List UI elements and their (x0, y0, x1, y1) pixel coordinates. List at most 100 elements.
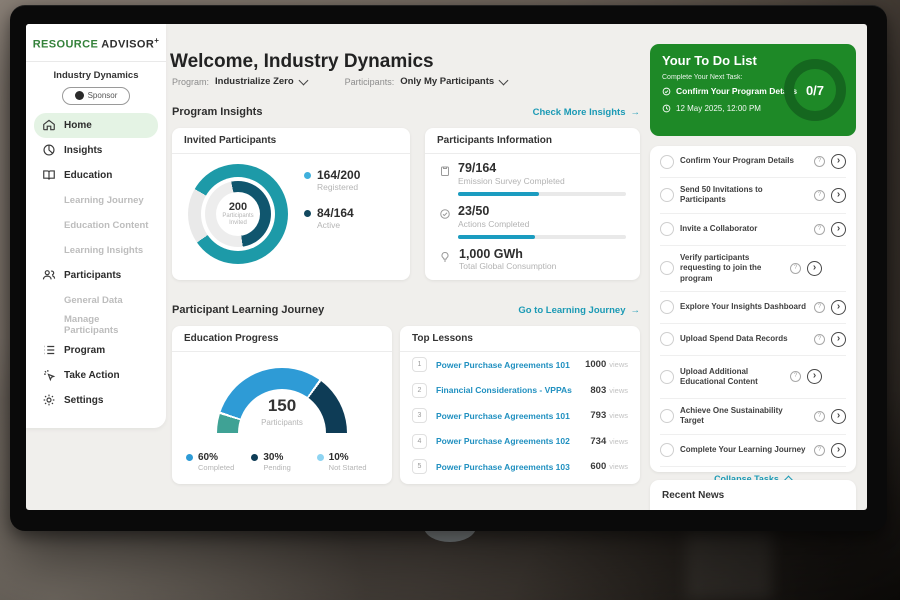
task-checkbox[interactable] (660, 188, 674, 202)
info-icon[interactable]: ? (814, 224, 825, 235)
logo-secondary: ADVISOR (101, 39, 154, 51)
task-chevron-button[interactable]: › (831, 409, 846, 424)
task-row[interactable]: Send 50 Invitations to Participants ? › (660, 178, 846, 214)
lesson-link[interactable]: Power Purchase Agreements 103 (436, 462, 590, 472)
legend-dot (304, 210, 311, 217)
progress-bar (458, 192, 626, 196)
legend-item-pending: 30% Pending (251, 452, 316, 472)
participants-filter[interactable]: Participants: Only My Participants (345, 76, 508, 87)
lesson-link[interactable]: Power Purchase Agreements 102 (436, 436, 590, 446)
lesson-row: 5 Power Purchase Agreements 103 600 view… (400, 454, 640, 480)
lesson-link[interactable]: Power Purchase Agreements 101 (436, 360, 585, 370)
info-icon[interactable]: ? (814, 156, 825, 167)
sidebar-item-manage-participants[interactable]: Manage Participants (34, 313, 158, 338)
sidebar-item-label: Take Action (64, 370, 120, 381)
sidebar-item-learning-journey[interactable]: Learning Journey (34, 188, 158, 213)
lesson-row: 1 Power Purchase Agreements 101 1000 vie… (400, 352, 640, 378)
info-icon[interactable]: ? (814, 302, 825, 313)
donut-center-value: 200 (229, 201, 247, 213)
check-more-insights-link[interactable]: Check More Insights → (533, 107, 640, 118)
info-icon[interactable]: ? (814, 411, 825, 422)
program-insights-header: Program Insights Check More Insights → (172, 106, 640, 118)
task-chevron-button[interactable]: › (831, 443, 846, 458)
participants-filter-label: Participants: (345, 77, 395, 87)
take-action-icon (42, 368, 56, 382)
legend-dot (186, 454, 193, 461)
task-chevron-button[interactable]: › (831, 332, 846, 347)
survey-clipboard-icon (439, 162, 458, 196)
task-row[interactable]: Confirm Your Program Details ? › (660, 146, 846, 178)
legend-item-registered: 164/200 Registered (304, 168, 360, 192)
task-chevron-button[interactable]: › (807, 369, 822, 384)
info-icon[interactable]: ? (814, 190, 825, 201)
sponsor-icon (75, 91, 84, 100)
sidebar-item-education[interactable]: Education (34, 163, 158, 188)
sidebar-item-settings[interactable]: Settings (34, 388, 158, 413)
todo-title: Your To Do List (662, 53, 757, 68)
logo-primary: RESOURCE (33, 39, 99, 51)
education-progress-card: Education Progress 150 Participants 60% … (172, 326, 392, 484)
lesson-rank: 4 (412, 434, 427, 449)
task-chevron-button[interactable]: › (831, 300, 846, 315)
clock-icon (662, 104, 671, 113)
sidebar-item-program[interactable]: Program (34, 338, 158, 363)
task-chevron-button[interactable]: › (807, 261, 822, 276)
task-row[interactable]: Explore Your Insights Dashboard ? › (660, 292, 846, 324)
sidebar-item-learning-insights[interactable]: Learning Insights (34, 238, 158, 263)
card-title: Education Progress (172, 326, 392, 352)
todo-progress-ring: 0/7 (784, 59, 846, 121)
task-checkbox[interactable] (660, 370, 674, 384)
sidebar-item-label: Learning Insights (64, 245, 143, 256)
info-icon[interactable]: ? (814, 445, 825, 456)
sidebar-item-take-action[interactable]: Take Action (34, 363, 158, 388)
task-row[interactable]: Complete Your Learning Journey ? › (660, 435, 846, 467)
task-chevron-button[interactable]: › (831, 222, 846, 237)
sidebar-item-label: Settings (64, 395, 103, 406)
sidebar-divider (26, 61, 166, 62)
donut-center-label: Participants Invited (220, 213, 256, 228)
task-checkbox[interactable] (660, 332, 674, 346)
sidebar-item-label: Education Content (64, 220, 148, 231)
info-icon[interactable]: ? (814, 334, 825, 345)
logo-plus: + (154, 36, 159, 45)
sidebar-item-education-content[interactable]: Education Content (34, 213, 158, 238)
go-to-learning-journey-link[interactable]: Go to Learning Journey → (518, 305, 640, 316)
gauge-center-value: 150 (217, 396, 347, 416)
monitor-bezel: RESOURCE ADVISOR+ Industry Dynamics Spon… (10, 5, 887, 531)
task-checkbox[interactable] (660, 222, 674, 236)
section-title: Program Insights (172, 106, 262, 118)
lesson-link[interactable]: Power Purchase Agreements 101 (436, 411, 590, 421)
sidebar-item-insights[interactable]: Insights (34, 138, 158, 163)
progress-bar (458, 235, 626, 239)
sidebar-item-label: Manage Participants (64, 314, 150, 336)
task-row[interactable]: Achieve One Sustainability Target ? › (660, 399, 846, 435)
insights-icon (42, 143, 56, 157)
task-checkbox[interactable] (660, 443, 674, 457)
sidebar-item-label: General Data (64, 295, 123, 306)
sidebar-item-home[interactable]: Home (34, 113, 158, 138)
program-filter[interactable]: Program: Industrialize Zero (172, 76, 307, 87)
task-row[interactable]: Invite a Collaborator ? › (660, 214, 846, 246)
info-icon[interactable]: ? (790, 263, 801, 274)
task-row[interactable]: Verify participants requesting to join t… (660, 246, 846, 292)
task-checkbox[interactable] (660, 155, 674, 169)
check-circle-icon (662, 87, 671, 96)
lesson-link[interactable]: Financial Considerations - VPPAs (436, 385, 590, 395)
sidebar-item-label: Education (64, 170, 112, 181)
todo-counter: 0/7 (806, 83, 824, 98)
task-checkbox[interactable] (660, 300, 674, 314)
task-row[interactable]: Upload Additional Educational Content ? … (660, 356, 846, 399)
sidebar-item-general-data[interactable]: General Data (34, 288, 158, 313)
program-list-icon (42, 343, 56, 357)
participants-filter-value: Only My Participants (400, 76, 494, 87)
task-checkbox[interactable] (660, 261, 674, 275)
gauge-center-label: Participants (217, 418, 347, 427)
sidebar-item-participants[interactable]: Participants (34, 263, 158, 288)
info-icon[interactable]: ? (790, 371, 801, 382)
task-row[interactable]: Upload Spend Data Records ? › (660, 324, 846, 356)
program-filter-label: Program: (172, 77, 209, 87)
gear-icon (42, 393, 56, 407)
task-chevron-button[interactable]: › (831, 188, 846, 203)
task-checkbox[interactable] (660, 409, 674, 423)
task-chevron-button[interactable]: › (831, 154, 846, 169)
